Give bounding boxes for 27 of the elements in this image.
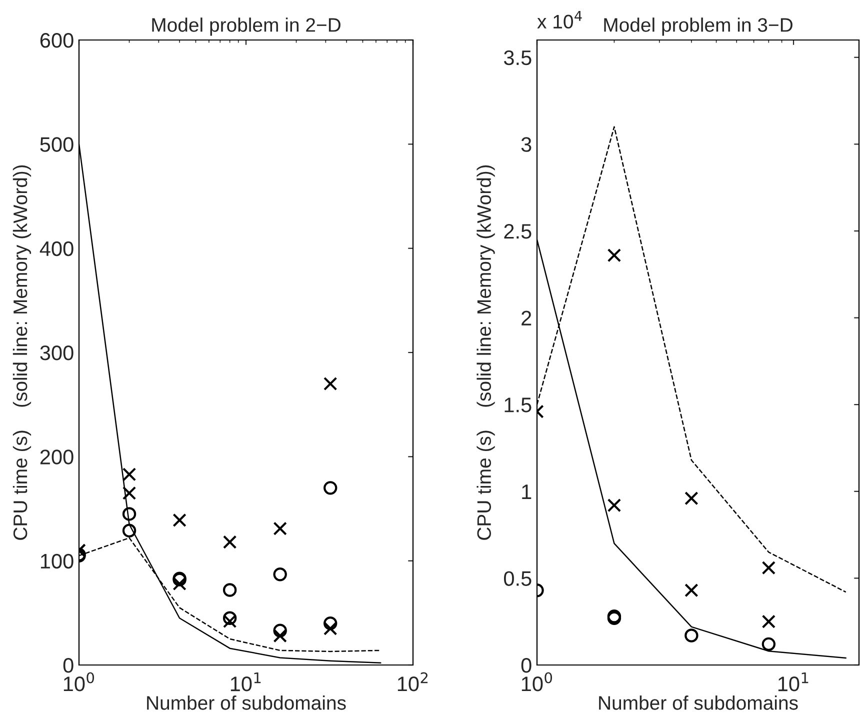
x-tick-label: 10$^{1}$ xyxy=(230,672,261,692)
x-tick-label: 10$^{0}$ xyxy=(522,672,552,692)
y-axis-title: CPU time (s) (solid line: Memory (kWord)) xyxy=(476,165,495,540)
y-tick-label: 600 xyxy=(40,33,74,48)
x-tick-label: 10$^{1}$ xyxy=(778,672,808,692)
y-tick-label: 3.5 xyxy=(504,50,532,66)
y-tick-label: 300 xyxy=(40,346,74,360)
x-axis-title: Number of subdomains xyxy=(147,696,346,710)
y-tick-label: 3 xyxy=(521,137,532,152)
y-tick-label: 200 xyxy=(40,450,74,464)
y-axis-title: CPU time (s) (solid line: Memory (kWord)) xyxy=(12,165,32,540)
y-tick-label: 0.5 xyxy=(504,571,532,586)
x-tick-label: 10$^{0}$ xyxy=(64,672,94,692)
y-tick-label: 500 xyxy=(40,137,74,152)
x-axis-title: Number of subdomains xyxy=(599,696,798,710)
y-tick-label: 0 xyxy=(63,658,74,673)
y-tick-label: 2.5 xyxy=(504,224,532,239)
y-tick-label: 2 xyxy=(522,310,532,326)
y-tick-label: 400 xyxy=(40,241,74,256)
y-tick-label: 1.5 xyxy=(504,398,532,412)
chart-title: Model problem in 2−D xyxy=(152,18,340,36)
y-tick-label: 1 xyxy=(522,484,532,499)
text: x 10$^{4}$ xyxy=(537,10,582,29)
chart-title: Model problem in 3−D xyxy=(604,18,792,36)
y-tick-label: 0 xyxy=(521,658,532,673)
x-tick-label: 10$^{2}$ xyxy=(398,672,428,692)
y-tick-label: 100 xyxy=(40,554,74,569)
